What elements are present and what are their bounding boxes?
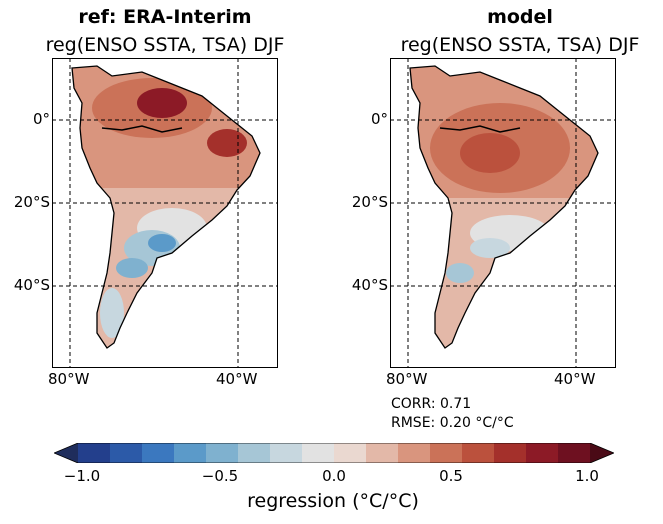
colorbar-tick-0: 0.0 bbox=[322, 467, 346, 485]
panel1-lon-40w: 40°W bbox=[216, 370, 258, 388]
panel2-lat-40s: 40°S bbox=[351, 276, 388, 294]
colorbar-segment bbox=[302, 443, 335, 463]
panel2-lat-0: 0° bbox=[370, 110, 388, 128]
colorbar-segment bbox=[462, 443, 495, 463]
colorbar-segment bbox=[334, 443, 367, 463]
panel2-lon-40w: 40°W bbox=[554, 370, 596, 388]
panel1-lat-0: 0° bbox=[32, 110, 50, 128]
colorbar-segment bbox=[366, 443, 399, 463]
panel2-title: model bbox=[487, 6, 553, 28]
colorbar-segment bbox=[78, 443, 111, 463]
colorbar-segment bbox=[270, 443, 303, 463]
panel1-lon-80w: 80°W bbox=[48, 370, 90, 388]
colorbar-tick-1: 1.0 bbox=[575, 467, 599, 485]
colorbar-segment bbox=[110, 443, 143, 463]
panel2-lat-20s: 20°S bbox=[351, 193, 388, 211]
panel1-title: ref: ERA-Interim bbox=[78, 6, 252, 28]
colorbar-segment bbox=[206, 443, 239, 463]
colorbar bbox=[54, 443, 614, 463]
panel1-map bbox=[52, 58, 278, 368]
panel1-subtitle: reg(ENSO SSTA, TSA) DJF bbox=[45, 34, 285, 56]
panel1-lat-20s: 20°S bbox=[13, 193, 50, 211]
corr-stat: CORR: 0.71 bbox=[391, 396, 472, 412]
colorbar-label: regression (°C/°C) bbox=[247, 490, 419, 512]
colorbar-tick-05: 0.5 bbox=[439, 467, 463, 485]
colorbar-tick-neg05: −0.5 bbox=[201, 467, 239, 485]
panel1-lat-40s: 40°S bbox=[13, 276, 50, 294]
colorbar-segment bbox=[494, 443, 527, 463]
colorbar-segment bbox=[238, 443, 271, 463]
colorbar-extend-high bbox=[590, 443, 614, 463]
rmse-stat: RMSE: 0.20 °C/°C bbox=[391, 415, 514, 431]
panel2-subtitle: reg(ENSO SSTA, TSA) DJF bbox=[400, 34, 640, 56]
colorbar-tick-neg1: −1.0 bbox=[63, 467, 101, 485]
colorbar-extend-low bbox=[54, 443, 78, 463]
colorbar-segment bbox=[142, 443, 175, 463]
panel2-lon-80w: 80°W bbox=[386, 370, 428, 388]
colorbar-segment bbox=[430, 443, 463, 463]
colorbar-segment bbox=[526, 443, 559, 463]
colorbar-segment bbox=[558, 443, 591, 463]
colorbar-segment bbox=[174, 443, 207, 463]
panel2-map bbox=[390, 58, 616, 368]
colorbar-segment bbox=[398, 443, 431, 463]
